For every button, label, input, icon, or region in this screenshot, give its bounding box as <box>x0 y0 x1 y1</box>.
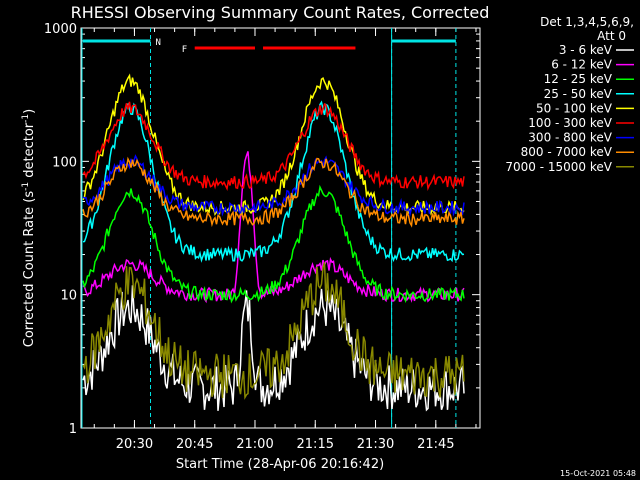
series-line-4 <box>82 73 465 216</box>
series-line-0 <box>82 285 465 412</box>
legend-label: 3 - 6 keV <box>559 43 613 57</box>
y-tick-label: 100 <box>52 155 77 170</box>
flare-flag-label: F <box>182 45 187 55</box>
legend-label: 12 - 25 keV <box>544 72 613 86</box>
series-line-2 <box>82 184 465 304</box>
legend-label: 300 - 800 keV <box>528 131 612 145</box>
x-axis-label: Start Time (28-Apr-06 20:16:42) <box>176 457 384 472</box>
legend-label: 50 - 100 keV <box>536 101 613 115</box>
x-tick-label: 21:00 <box>236 437 273 452</box>
y-axis-label: Corrected Count Rate (s-1 detector-1) <box>21 109 37 347</box>
y-tick-label: 1 <box>69 422 77 437</box>
series-line-7 <box>82 156 465 228</box>
chart-title: RHESSI Observing Summary Count Rates, Co… <box>71 3 490 22</box>
x-tick-label: 21:30 <box>357 437 394 452</box>
legend-label: 6 - 12 keV <box>551 58 613 72</box>
series-line-3 <box>82 100 465 263</box>
x-tick-label: 20:45 <box>176 437 213 452</box>
legend-label: 800 - 7000 keV <box>521 145 613 159</box>
legend-label: 25 - 50 keV <box>544 87 613 101</box>
series-line-1 <box>82 151 465 304</box>
series-line-8 <box>82 262 465 400</box>
axis-ticks: 1 10 100 1000 20:30 20:45 21:00 21:15 21:30 21:45 <box>44 22 480 452</box>
x-tick-label: 20:30 <box>116 437 153 452</box>
series-line-6 <box>82 154 465 218</box>
footer-date: 15-Oct-2021 05:48 <box>560 469 636 478</box>
night-flag-label: N <box>156 38 161 48</box>
legend-label: 100 - 300 keV <box>528 116 612 130</box>
legend-header-2: Att 0 <box>597 29 626 43</box>
flag-bars: NF <box>81 28 457 428</box>
series-line-5 <box>82 101 465 192</box>
y-tick-label: 1000 <box>44 22 77 37</box>
plot-frame <box>80 27 481 429</box>
y-tick-label: 10 <box>60 289 77 304</box>
legend-header-1: Det 1,3,4,5,6,9, <box>540 15 634 29</box>
x-tick-label: 21:15 <box>297 437 334 452</box>
series-lines <box>82 73 465 412</box>
legend-label: 7000 - 15000 keV <box>505 160 612 174</box>
x-tick-label: 21:45 <box>417 437 454 452</box>
